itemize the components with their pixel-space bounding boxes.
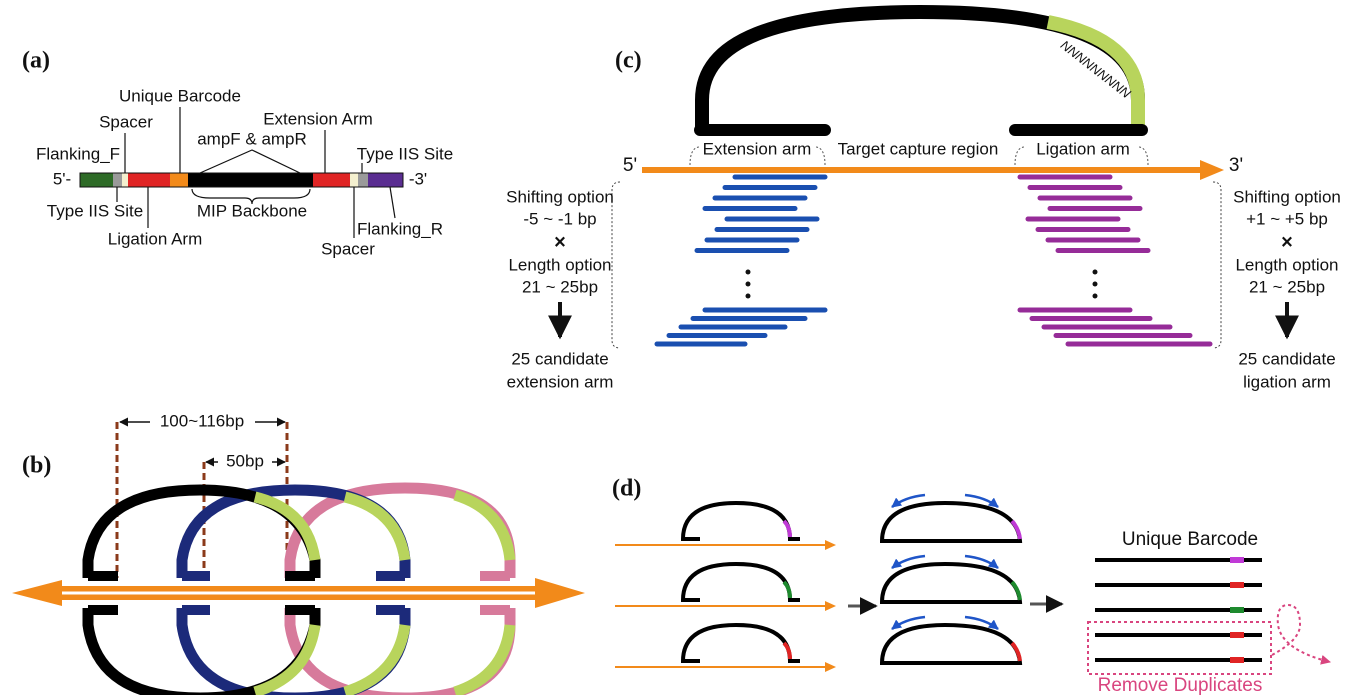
region-label: Extension arm — [703, 139, 812, 158]
panel-label: (b) — [22, 453, 51, 479]
part-label: Ligation Arm — [108, 229, 203, 248]
shape — [455, 495, 510, 560]
shape — [1213, 182, 1221, 348]
region-label: Ligation arm — [1036, 139, 1130, 158]
shape — [350, 173, 358, 187]
read-barcode — [1230, 557, 1244, 563]
circular-mip — [882, 564, 1020, 602]
strand-head — [825, 601, 836, 611]
shape — [657, 177, 1210, 344]
mip-probe — [683, 625, 800, 661]
panel-b: (b) 100~116bp 50bp — [12, 411, 585, 695]
option-text: -5 ~ -1 bp — [523, 209, 596, 228]
option-text: 25 candidate — [511, 349, 608, 368]
read-barcode — [1230, 607, 1244, 613]
option-text: ligation arm — [1243, 372, 1331, 391]
distance-label: 50bp — [226, 451, 264, 470]
shape — [358, 173, 368, 187]
three-prime: 3' — [1229, 155, 1243, 176]
option-text: Shifting option — [1233, 187, 1341, 206]
barcode-title: Unique Barcode — [1122, 529, 1258, 550]
part-label: Flanking_F — [36, 144, 120, 163]
five-prime: 5'- — [53, 169, 71, 188]
shape — [80, 173, 113, 187]
shape — [1093, 270, 1098, 275]
circular-mip — [882, 625, 1020, 663]
circular-mip — [882, 503, 1020, 541]
shape — [188, 173, 313, 187]
barcode-tip — [1012, 521, 1020, 539]
option-text: Shifting option — [506, 187, 614, 206]
part-label: Flanking_R — [357, 219, 443, 238]
option-text: +1 ~ +5 bp — [1246, 209, 1328, 228]
shape — [345, 625, 405, 692]
strand-head — [825, 540, 836, 550]
option-text: Length option — [508, 255, 611, 274]
shape — [1093, 294, 1098, 299]
distance-label: 100~116bp — [160, 411, 244, 430]
shape — [128, 173, 170, 187]
barcode-tip — [1012, 582, 1020, 600]
shape — [368, 173, 403, 187]
region-label: Target capture region — [838, 139, 999, 158]
five-prime: 5' — [623, 155, 637, 176]
shape — [1272, 605, 1330, 662]
panel-label: (d) — [612, 476, 641, 502]
shape — [746, 270, 751, 275]
option-text: 21 ~ 25bp — [522, 277, 598, 296]
remove-duplicates: Remove Duplicates — [1098, 675, 1263, 695]
figure: (a) 5'- -3' Unique Barcode Spacer Extens… — [0, 0, 1349, 695]
barcode-tip — [784, 521, 790, 537]
option-text: extension arm — [507, 372, 614, 391]
barcode-tip — [784, 643, 790, 659]
option-text: 21 ~ 25bp — [1249, 277, 1325, 296]
part-label: Type IIS Site — [47, 201, 143, 220]
option-text: 25 candidate — [1238, 349, 1335, 368]
shape — [255, 497, 315, 560]
shape — [200, 150, 300, 173]
shape — [746, 282, 751, 287]
mip-probe — [683, 503, 800, 539]
shape — [345, 497, 405, 560]
read-barcode — [1230, 632, 1244, 638]
shape — [1088, 622, 1271, 674]
shape — [1200, 160, 1224, 180]
mip-probe — [683, 564, 800, 600]
shape — [113, 173, 122, 187]
shape — [122, 173, 128, 187]
barcode-tip — [784, 582, 790, 598]
shape — [615, 495, 1020, 672]
part-label: Unique Barcode — [119, 86, 241, 105]
shape — [170, 173, 188, 187]
option-text: Length option — [1235, 255, 1338, 274]
shape — [455, 625, 510, 692]
panel-c: (c) NNNNNNNNN Extension arm Target captu… — [506, 12, 1341, 391]
strand-head — [825, 662, 836, 672]
barcode-tip — [1012, 643, 1020, 661]
shape — [1095, 557, 1262, 663]
panel-label: (a) — [22, 48, 50, 74]
shape — [612, 182, 620, 348]
read-barcode — [1230, 657, 1244, 663]
part-label: Type IIS Site — [357, 144, 453, 163]
read-barcode — [1230, 582, 1244, 588]
panel-label: (c) — [615, 48, 642, 74]
shape — [1093, 282, 1098, 287]
times-symbol: × — [1281, 231, 1293, 253]
part-label: Spacer — [99, 112, 153, 131]
part-label: ampF & ampR — [197, 129, 307, 148]
shape — [746, 294, 751, 299]
part-label: Extension Arm — [263, 109, 373, 128]
panel-d: (d) Unique Barcode Remove Duplicates — [612, 476, 1330, 695]
part-label: MIP Backbone — [197, 201, 307, 220]
three-prime: -3' — [409, 169, 427, 188]
shape — [313, 173, 350, 187]
times-symbol: × — [554, 231, 566, 253]
part-label: Spacer — [321, 239, 375, 258]
panel-a: (a) 5'- -3' Unique Barcode Spacer Extens… — [22, 48, 453, 259]
shape — [390, 187, 395, 218]
